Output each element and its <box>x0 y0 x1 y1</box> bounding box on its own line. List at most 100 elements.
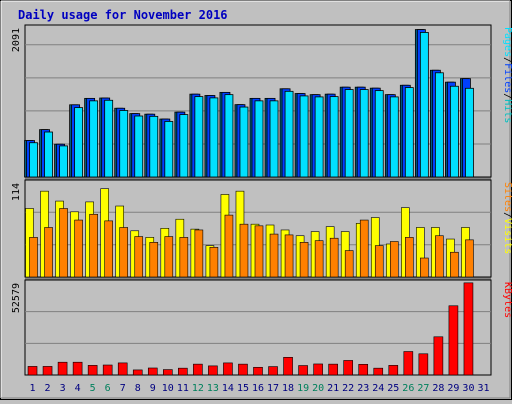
day-label-28: 28 <box>432 383 444 394</box>
panel-bottom-bar-kbytes-day-1 <box>27 366 38 376</box>
panel-bottom-bar-kbytes-day-23 <box>358 364 369 376</box>
panel-bottom-bar-kbytes-day-4 <box>72 361 83 376</box>
panel-bottom-bar-kbytes-day-24 <box>373 367 384 376</box>
panel-bottom-bar-kbytes-day-22 <box>343 360 353 376</box>
panel-top-bar-pages-day-2 <box>44 131 53 178</box>
panel-middle-bar-sites-day-7 <box>119 227 129 278</box>
panel-bottom-bar-kbytes-day-7 <box>117 362 128 376</box>
panel-middle-bar-sites-day-29 <box>450 251 459 278</box>
panel-middle-bar-sites-day-15 <box>239 223 249 278</box>
panel-divider-2 <box>25 277 491 280</box>
panel-bottom-bar-kbytes-day-19 <box>298 365 308 376</box>
panel-middle-bar-sites-day-19 <box>299 242 309 278</box>
panel-top-bar-pages-day-30 <box>465 87 474 178</box>
panel-top-legend-item-1: Pages <box>502 27 512 57</box>
day-label-20: 20 <box>312 383 324 394</box>
panel-top-bar-pages-day-19 <box>299 95 309 178</box>
day-label-11: 11 <box>177 383 189 394</box>
panel-top-bar-pages-day-5 <box>89 100 99 178</box>
panel-top-bar-pages-day-15 <box>239 106 249 178</box>
panel-bottom-bar-kbytes-day-2 <box>42 366 53 376</box>
day-label-27: 27 <box>417 383 429 394</box>
panel-middle-bar-sites-day-21 <box>329 237 339 278</box>
panel-bottom-bar-kbytes-day-12 <box>193 363 203 376</box>
panel-top-bar-pages-day-17 <box>269 100 279 178</box>
panel-middle-legend-item-3: Visits <box>502 218 512 254</box>
day-label-24: 24 <box>372 383 384 394</box>
panel-top-bar-pages-day-21 <box>329 96 339 178</box>
day-label-29: 29 <box>447 383 459 394</box>
panel-top-legend-item-4: / <box>502 93 512 99</box>
day-label-12: 12 <box>192 383 204 394</box>
panel-bottom-bar-kbytes-day-14 <box>223 362 233 376</box>
panel-top-bar-pages-day-1 <box>29 142 38 178</box>
panel-top-legend-item-2: / <box>502 57 512 63</box>
day-label-5: 5 <box>90 383 96 394</box>
panel-bottom-bar-kbytes-day-13 <box>208 365 218 376</box>
day-label-18: 18 <box>282 383 294 394</box>
panel-middle-bar-sites-day-14 <box>224 214 234 278</box>
panel-middle-bar-sites-day-26 <box>405 237 414 278</box>
panel-bottom: 52579 KBytes <box>11 279 512 376</box>
panel-bottom-bar-kbytes-day-17 <box>268 366 278 376</box>
panel-middle-bar-sites-day-13 <box>209 246 219 278</box>
panel-bottom-bar-kbytes-day-5 <box>87 365 98 376</box>
panel-top-bar-pages-day-3 <box>59 145 68 178</box>
panel-bottom-bar-kbytes-day-11 <box>178 367 188 376</box>
panel-top-bar-pages-day-26 <box>404 87 414 178</box>
panel-bottom-bar-kbytes-day-6 <box>102 364 113 376</box>
day-label-22: 22 <box>342 383 354 394</box>
panel-middle-bar-sites-day-5 <box>89 213 98 278</box>
panel-middle: 114 Sites/Visits <box>11 179 512 278</box>
panel-top: 2091 Pages/Files/Hits <box>11 24 512 178</box>
day-label-13: 13 <box>207 383 219 394</box>
panel-top-legend-item-5: Hits <box>502 99 512 123</box>
panel-bottom-bar-kbytes-day-8 <box>132 369 143 376</box>
panel-top-bar-pages-day-22 <box>344 89 354 178</box>
day-label-10: 10 <box>162 383 174 394</box>
panel-middle-bar-sites-day-16 <box>254 225 264 278</box>
panel-middle-bar-sites-day-30 <box>465 239 474 278</box>
panel-top-bar-pages-day-29 <box>450 85 459 178</box>
panel-middle-bar-sites-day-10 <box>164 236 174 278</box>
panel-bottom-bar-kbytes-day-30 <box>463 282 474 376</box>
panel-top-bar-pages-day-4 <box>74 107 84 178</box>
panel-top-legend: Pages/Files/Hits <box>502 27 512 123</box>
panel-middle-bar-sites-day-9 <box>149 242 159 278</box>
panel-bottom-bar-kbytes-day-28 <box>433 336 444 376</box>
panel-middle-bar-sites-day-1 <box>29 237 38 278</box>
panel-bottom-bar-kbytes-day-18 <box>283 356 293 376</box>
panel-middle-bar-sites-day-24 <box>374 245 384 278</box>
panel-top-bar-pages-day-18 <box>284 90 294 178</box>
panel-top-legend-item-3: Files <box>502 63 512 93</box>
panel-middle-bar-sites-day-25 <box>389 241 399 278</box>
panel-top-max-label: 2091 <box>11 28 22 52</box>
panel-bottom-bar-kbytes-day-3 <box>57 361 68 376</box>
panel-divider-1 <box>25 177 491 180</box>
day-label-23: 23 <box>357 383 369 394</box>
panel-middle-bar-sites-day-22 <box>344 250 354 278</box>
panel-top-bar-pages-day-25 <box>389 96 399 178</box>
day-label-8: 8 <box>135 383 141 394</box>
day-label-4: 4 <box>75 383 81 394</box>
panel-bottom-bar-kbytes-day-25 <box>388 365 399 376</box>
panel-middle-bar-sites-day-11 <box>179 237 189 278</box>
panel-middle-bar-sites-day-18 <box>284 234 294 278</box>
day-label-31: 31 <box>477 383 489 394</box>
panel-top-bar-pages-day-9 <box>149 115 159 178</box>
panel-bottom-bar-kbytes-day-10 <box>163 369 173 376</box>
panel-middle-bar-sites-day-20 <box>314 240 324 278</box>
panel-bottom-bar-kbytes-day-9 <box>147 367 158 376</box>
panel-bottom-bar-kbytes-day-16 <box>253 366 263 376</box>
panel-middle-bar-sites-day-28 <box>435 235 444 278</box>
panel-middle-legend: Sites/Visits <box>502 182 512 254</box>
panel-middle-bar-sites-day-23 <box>359 219 369 278</box>
panel-middle-bar-sites-day-4 <box>74 219 83 278</box>
day-label-14: 14 <box>222 383 234 394</box>
day-label-2: 2 <box>45 383 51 394</box>
panel-top-bar-pages-day-8 <box>134 115 144 178</box>
panel-bottom-background <box>24 279 492 376</box>
day-label-25: 25 <box>387 383 399 394</box>
